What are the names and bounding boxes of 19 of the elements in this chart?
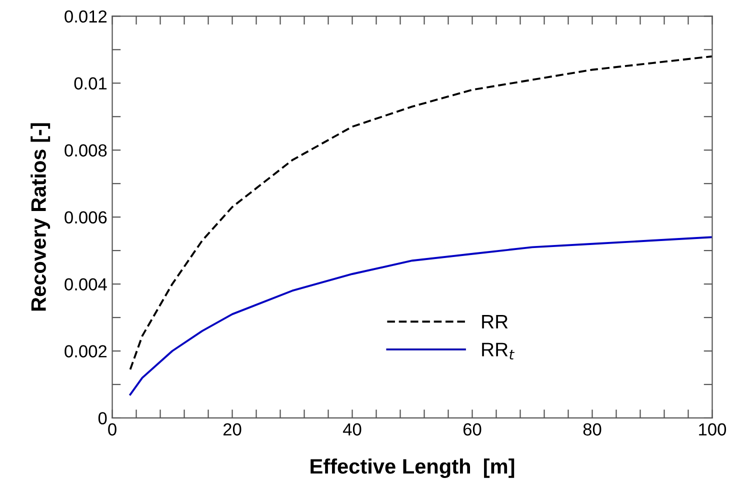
legend-label: RR$_{t}$ <box>482 342 515 360</box>
legend-label: RR <box>482 315 508 328</box>
y-tick-label: 0.01 <box>74 77 107 90</box>
x-tick-label: 80 <box>583 423 602 436</box>
x-tick-label: 100 <box>699 423 726 436</box>
y-tick-label: 0.002 <box>64 345 107 358</box>
y-tick-label: 0.006 <box>64 211 107 224</box>
line-series <box>129 55 712 370</box>
x-tick-label: 40 <box>342 423 362 436</box>
y-tick-label: 0 <box>98 412 107 424</box>
y-tick-label: 0.008 <box>64 144 107 157</box>
y-axis-title: Recovery Ratios [-] <box>30 123 50 311</box>
x-tick-label: 60 <box>463 423 482 436</box>
x-tick-label: 20 <box>223 423 242 436</box>
y-tick-label: 0.004 <box>64 278 107 290</box>
line-series <box>129 236 712 396</box>
x-axis-title: Effective Length [m] <box>310 458 514 478</box>
x-tick-label: 0 <box>108 423 116 436</box>
y-tick-label: 0.012 <box>64 10 107 23</box>
